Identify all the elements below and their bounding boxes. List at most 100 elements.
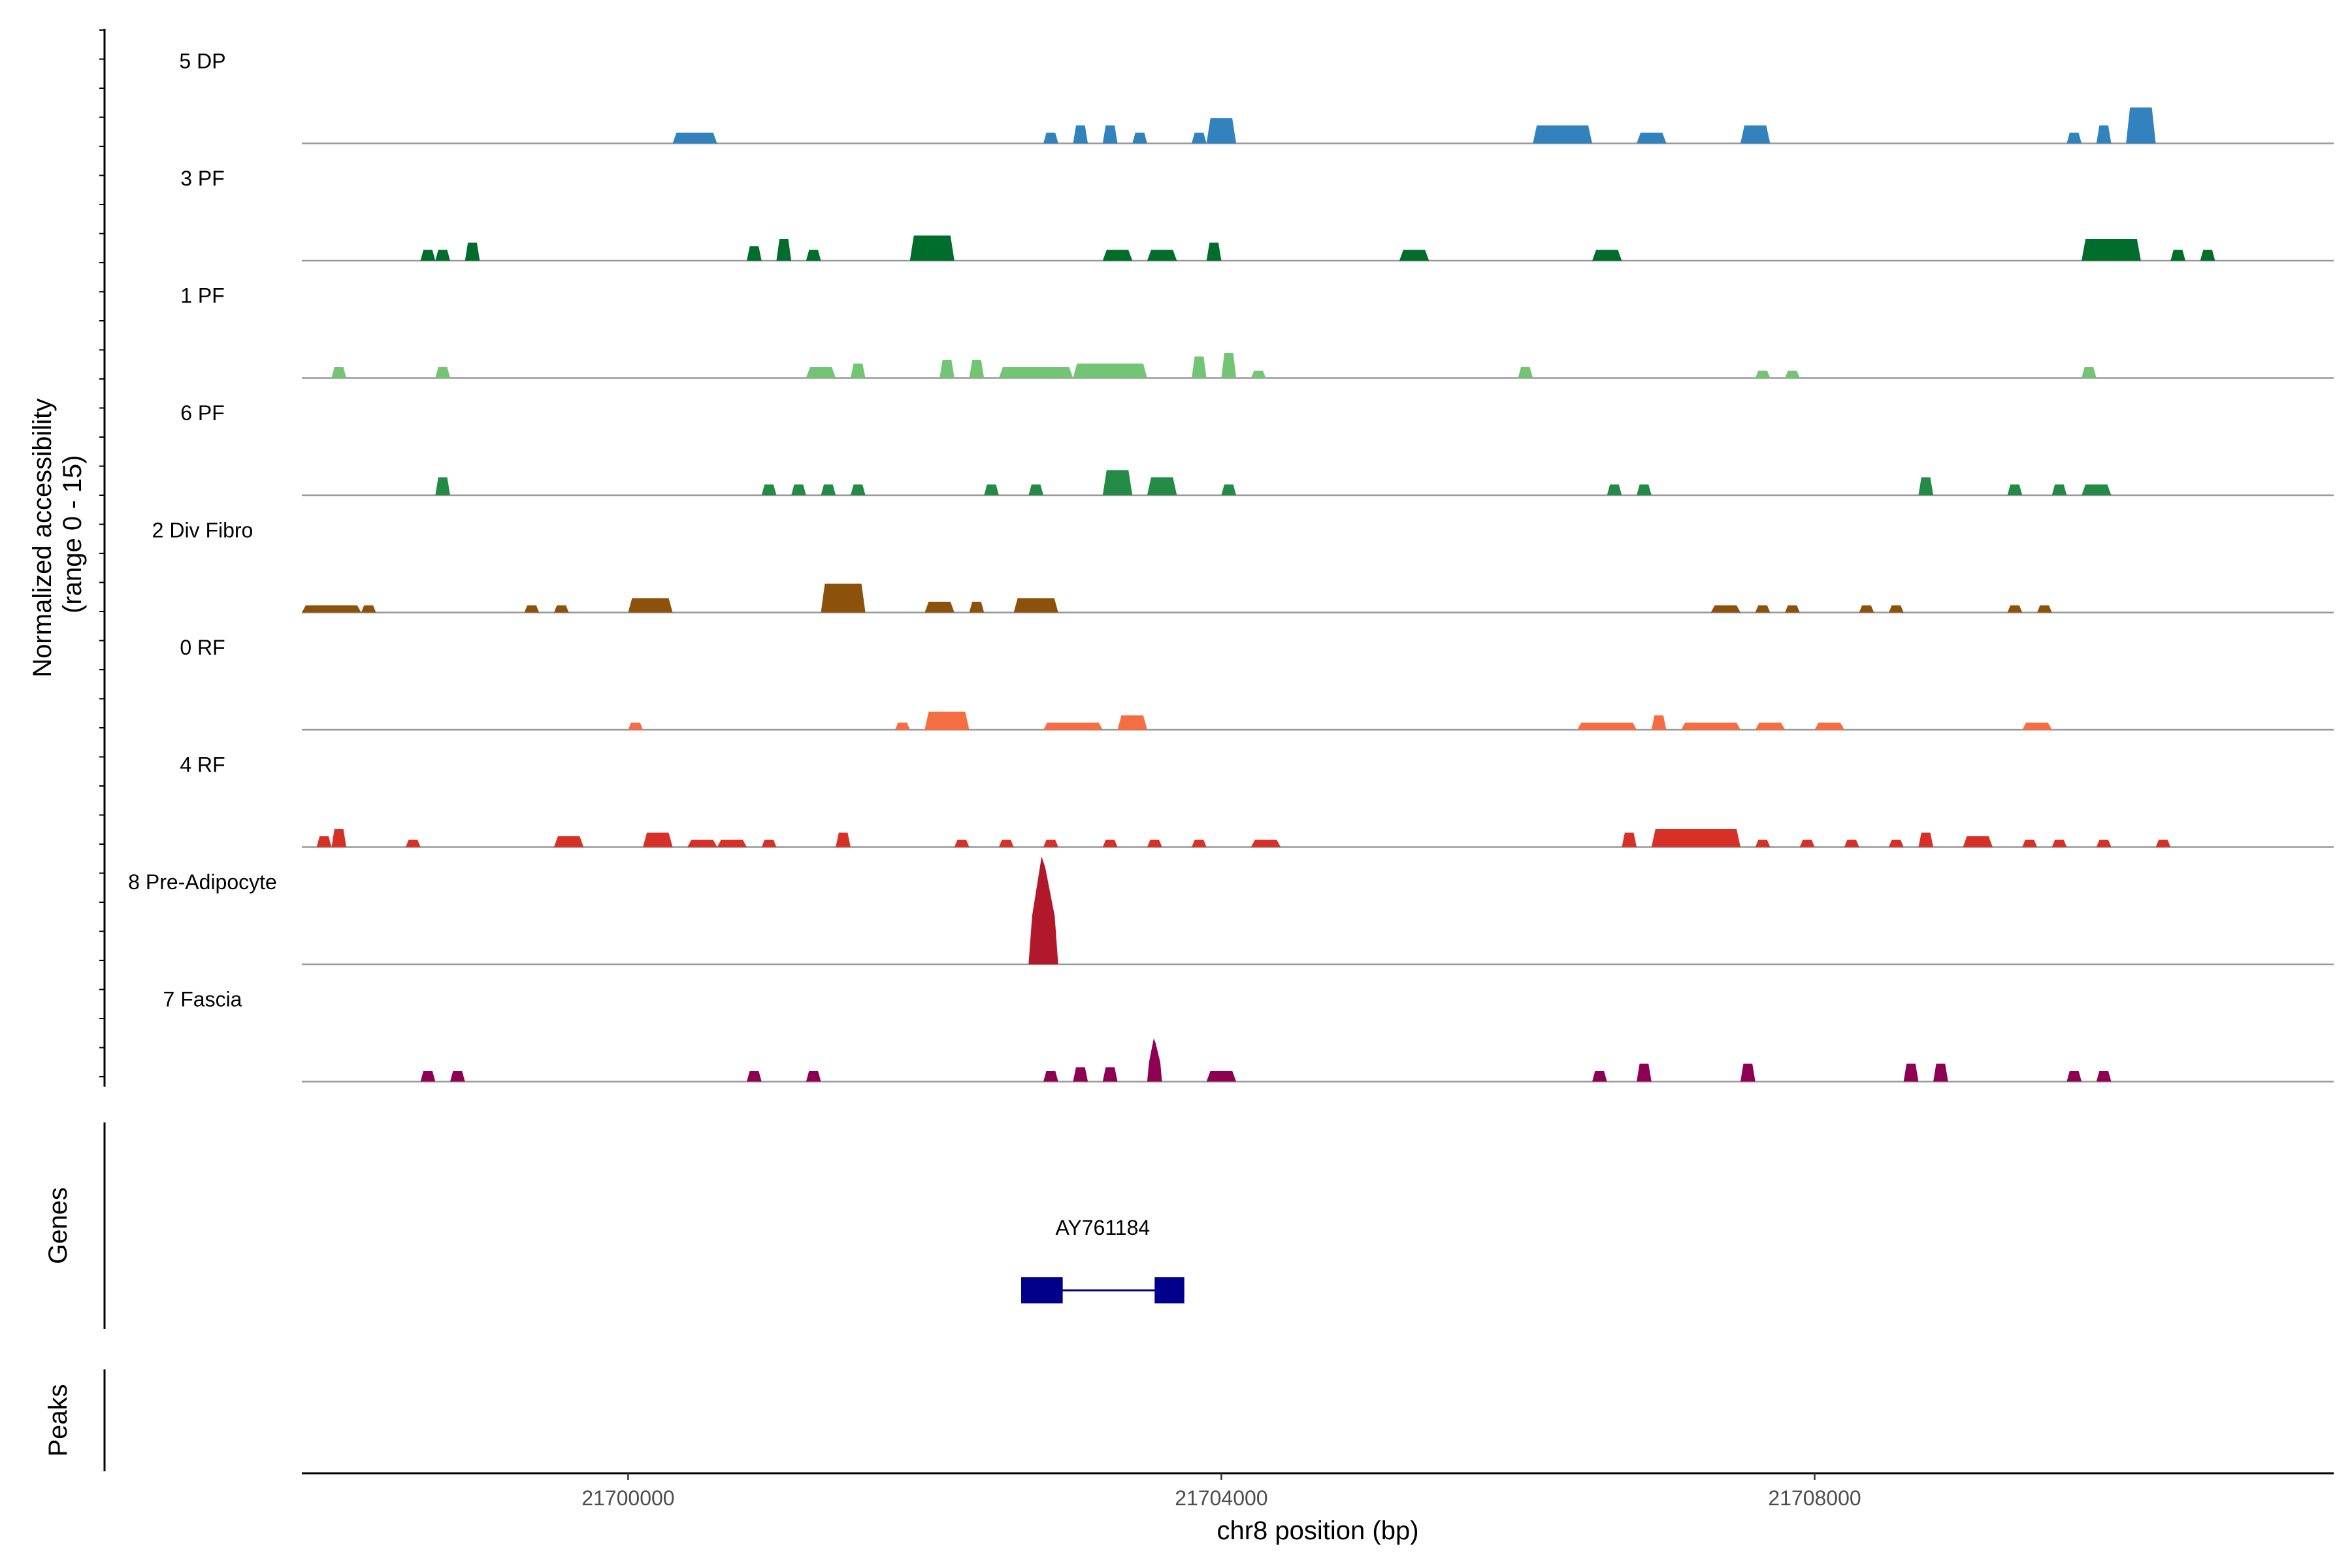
coverage-peak (1192, 840, 1207, 847)
coverage-peak (2082, 367, 2097, 378)
track-8-pre-adipocyte: 8 Pre-Adipocyte (128, 857, 2334, 966)
coverage-peak (331, 829, 347, 847)
coverage-peak (1577, 723, 1637, 730)
coverage-peak (2022, 723, 2052, 730)
track-label: 6 PF (180, 401, 225, 425)
coverage-peak (1250, 370, 1266, 378)
track-label: 5 DP (179, 50, 225, 73)
track-1-pf: 1 PF (180, 284, 2334, 379)
coverage-peak (1192, 356, 1207, 378)
track-label: 1 PF (180, 284, 225, 308)
coverage-peak (302, 605, 361, 613)
coverage-peak (1043, 840, 1058, 847)
coverage-peak (420, 250, 436, 261)
track-label: 7 Fascia (163, 988, 242, 1011)
coverage-peak (717, 840, 747, 847)
coverage-peak (643, 832, 673, 847)
coverage-peak (1102, 250, 1133, 261)
gene-exon (1154, 1277, 1184, 1303)
track-label: 8 Pre-Adipocyte (128, 870, 277, 894)
coverage-peak (1918, 832, 1934, 847)
coverage-peak (791, 484, 806, 495)
coverage-peak (2082, 484, 2112, 495)
coverage-peak (1073, 1067, 1088, 1082)
coverage-peak (1607, 484, 1622, 495)
coverage-peak (2066, 1071, 2082, 1082)
coverage-peak (435, 477, 450, 495)
coverage-peak (1132, 133, 1147, 144)
coverage-peak (909, 235, 955, 261)
coverage-peak (1651, 829, 1740, 847)
coverage-peak (2126, 107, 2156, 144)
coverage-peak (836, 832, 851, 847)
coverage-peak (850, 363, 866, 378)
coverage-peak (1147, 250, 1177, 261)
coverage-peak (435, 250, 450, 261)
coverage-peak (1637, 133, 1667, 144)
coverage-peak (1399, 250, 1429, 261)
coverage-peak (998, 840, 1014, 847)
coverage-peak (687, 840, 717, 847)
coverage-peak (2007, 605, 2023, 613)
coverage-peak (1102, 125, 1118, 144)
coverage-peak (1933, 1064, 1948, 1082)
genes-axis-title: Genes (44, 1187, 73, 1264)
coverage-peak (1147, 840, 1162, 847)
coverage-peak (1013, 598, 1058, 613)
coverage-peak (821, 583, 866, 613)
x-tick-label: 21708000 (1768, 1486, 1861, 1510)
gene-name-label: AY761184 (1055, 1216, 1150, 1239)
coverage-peak (628, 723, 644, 730)
coverage-peak (776, 239, 792, 261)
coverage-peak (1963, 836, 1993, 847)
peaks-axis-title: Peaks (44, 1384, 73, 1456)
coverage-peak (1102, 840, 1118, 847)
gene-track: AY761184 (1021, 1216, 1184, 1303)
track-label: 2 Div Fibro (152, 519, 253, 542)
coverage-peak (1844, 840, 1859, 847)
coverage-peak (2155, 840, 2171, 847)
coverage-peak (1814, 723, 1844, 730)
gene-exon (1021, 1277, 1063, 1303)
coverage-peak (924, 711, 970, 730)
coverage-peak (954, 840, 970, 847)
coverage-peak (895, 723, 910, 730)
coverage-peak (1073, 125, 1088, 144)
coverage-peak (553, 605, 569, 613)
coverage-peak (672, 133, 717, 144)
coverage-peak (821, 484, 836, 495)
track-label: 3 PF (180, 167, 225, 190)
coverage-peak (553, 836, 584, 847)
coverage-peak (984, 484, 999, 495)
track-2-div-fibro: 2 Div Fibro (152, 519, 2334, 613)
coverage-peak (1221, 484, 1237, 495)
coverage-peak (1102, 1067, 1118, 1082)
track-6-pf: 6 PF (180, 401, 2334, 497)
coverage-peak (1755, 605, 1771, 613)
coverage-peak (1859, 605, 1874, 613)
coverage-peak (1147, 1038, 1162, 1082)
coverage-peak (806, 250, 821, 261)
coverage-peak (1043, 1071, 1058, 1082)
coverage-peak (1206, 1071, 1237, 1082)
coverage-peak (850, 484, 866, 495)
x-axis-ticks: 21700000 21704000 21708000 (581, 1473, 1861, 1510)
coverage-peak (924, 602, 955, 613)
y-axis-title: Normalized accessibility (range 0 - 15) (28, 391, 87, 678)
coverage-peak (1755, 723, 1786, 730)
coverage-peak (2037, 605, 2052, 613)
y-axis-title-line-1: Normalized accessibility (28, 399, 57, 678)
track-3-pf: 3 PF (180, 167, 2334, 262)
coverage-peak (450, 1071, 465, 1082)
coverage-peak (1073, 363, 1147, 378)
coverage-peak (1518, 367, 1533, 378)
coverage-left-axis (99, 29, 106, 1087)
track-4-rf: 4 RF (180, 753, 2334, 848)
coverage-peak (1651, 715, 1667, 730)
coverage-peak (1740, 1064, 1756, 1082)
coverage-peak (316, 836, 332, 847)
coverage-peak (2200, 250, 2215, 261)
coverage-peak (1918, 477, 1934, 495)
track-0-rf: 0 RF (180, 636, 2334, 731)
